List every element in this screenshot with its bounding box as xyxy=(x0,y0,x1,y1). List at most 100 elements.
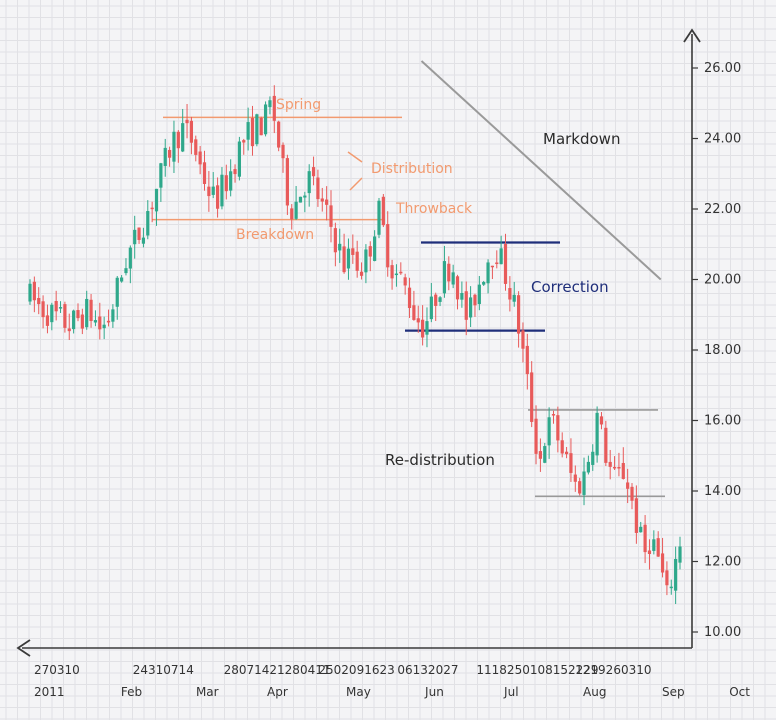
candle-body xyxy=(189,120,194,143)
candle-body xyxy=(477,284,481,305)
candle-body xyxy=(482,281,486,285)
y-tick-label: 18.00 xyxy=(704,343,741,358)
candle-body xyxy=(102,324,106,329)
candle-body xyxy=(556,415,560,441)
candle-body xyxy=(503,244,508,284)
candle-body xyxy=(373,236,377,261)
candle-body xyxy=(573,474,577,482)
candle-body xyxy=(172,131,176,162)
candle-body xyxy=(255,114,259,145)
x-day-label: 1118250108152229 xyxy=(476,663,598,677)
annotation-label: Throwback xyxy=(395,201,473,217)
candle-body xyxy=(106,320,111,323)
candle-body xyxy=(578,481,582,494)
candle-body xyxy=(525,345,529,375)
candle-body xyxy=(233,169,237,175)
candle-body xyxy=(342,246,346,273)
candle-body xyxy=(154,188,159,212)
candle-body xyxy=(137,227,141,240)
x-day-label: 28071421280411 xyxy=(224,663,331,677)
candle-body xyxy=(272,95,276,121)
y-tick-label: 26.00 xyxy=(704,61,741,76)
candle-body xyxy=(499,248,503,265)
candle-body xyxy=(630,486,634,501)
candle-body xyxy=(54,301,58,312)
candle-body xyxy=(333,228,337,253)
candle-body xyxy=(586,461,590,473)
annotation-label: Spring xyxy=(276,97,321,113)
candle-body xyxy=(242,140,246,143)
candle-body xyxy=(224,175,228,192)
candle-body xyxy=(268,100,272,108)
candle-body xyxy=(176,131,180,149)
x-month-label: May xyxy=(346,685,371,699)
x-day-label: 1219260310 xyxy=(575,663,651,677)
candle-body xyxy=(364,249,368,273)
candle-body xyxy=(490,265,495,268)
candle-body xyxy=(381,196,385,226)
candle-body xyxy=(359,271,364,276)
candle-body xyxy=(438,297,442,302)
candle-body xyxy=(416,318,420,323)
candle-body xyxy=(338,243,342,251)
candle-body xyxy=(229,171,233,191)
candle-body xyxy=(85,298,89,328)
candle-body xyxy=(582,471,586,495)
candle-body xyxy=(307,171,311,194)
candle-body xyxy=(325,199,329,205)
candle-body xyxy=(277,121,281,148)
candle-body xyxy=(246,122,250,140)
candle-body xyxy=(150,207,154,210)
y-tick-label: 24.00 xyxy=(704,132,741,147)
candle-body xyxy=(626,482,630,489)
candle-body xyxy=(394,273,399,276)
x-month-label: Jul xyxy=(503,685,518,699)
candle-body xyxy=(45,315,50,326)
x-month-label: Aug xyxy=(583,685,606,699)
candle-body xyxy=(163,147,167,166)
x-day-label: 06132027 xyxy=(397,663,458,677)
y-tick-label: 22.00 xyxy=(704,202,741,217)
candle-body xyxy=(72,310,76,330)
candle-body xyxy=(660,553,665,573)
candle-body xyxy=(447,263,451,282)
candle-body xyxy=(202,162,207,184)
candle-body xyxy=(298,196,303,203)
candle-body xyxy=(469,297,473,318)
candle-body xyxy=(220,174,224,207)
candle-body xyxy=(80,314,84,329)
annotation-label: Correction xyxy=(531,278,609,296)
candle-body xyxy=(41,301,45,318)
candle-body xyxy=(368,246,372,257)
candle-body xyxy=(508,288,512,300)
candle-body xyxy=(215,185,220,209)
candle-body xyxy=(560,440,564,454)
candle-body xyxy=(141,237,146,244)
candle-body xyxy=(621,462,625,479)
candle-body xyxy=(643,524,647,553)
candle-body xyxy=(181,123,185,152)
candles xyxy=(28,85,682,604)
candle-body xyxy=(93,320,98,323)
candle-body xyxy=(639,526,643,533)
candle-body xyxy=(617,467,621,469)
candle-body xyxy=(351,248,355,255)
candle-body xyxy=(311,167,316,177)
candle-body xyxy=(595,412,599,456)
x-day-label: 24310714 xyxy=(133,663,194,677)
candle-body xyxy=(421,319,425,338)
candle-body xyxy=(329,205,333,227)
candle-body xyxy=(185,119,189,124)
distribution-mark xyxy=(347,151,363,163)
candle-body xyxy=(194,139,198,155)
y-tick-label: 16.00 xyxy=(704,414,741,429)
x-month-label: Feb xyxy=(121,685,142,699)
candle-body xyxy=(543,446,547,463)
candle-body xyxy=(604,427,608,463)
candle-body xyxy=(551,414,556,416)
candle-body xyxy=(451,272,455,285)
candle-body xyxy=(674,558,678,591)
candle-body xyxy=(678,546,682,563)
